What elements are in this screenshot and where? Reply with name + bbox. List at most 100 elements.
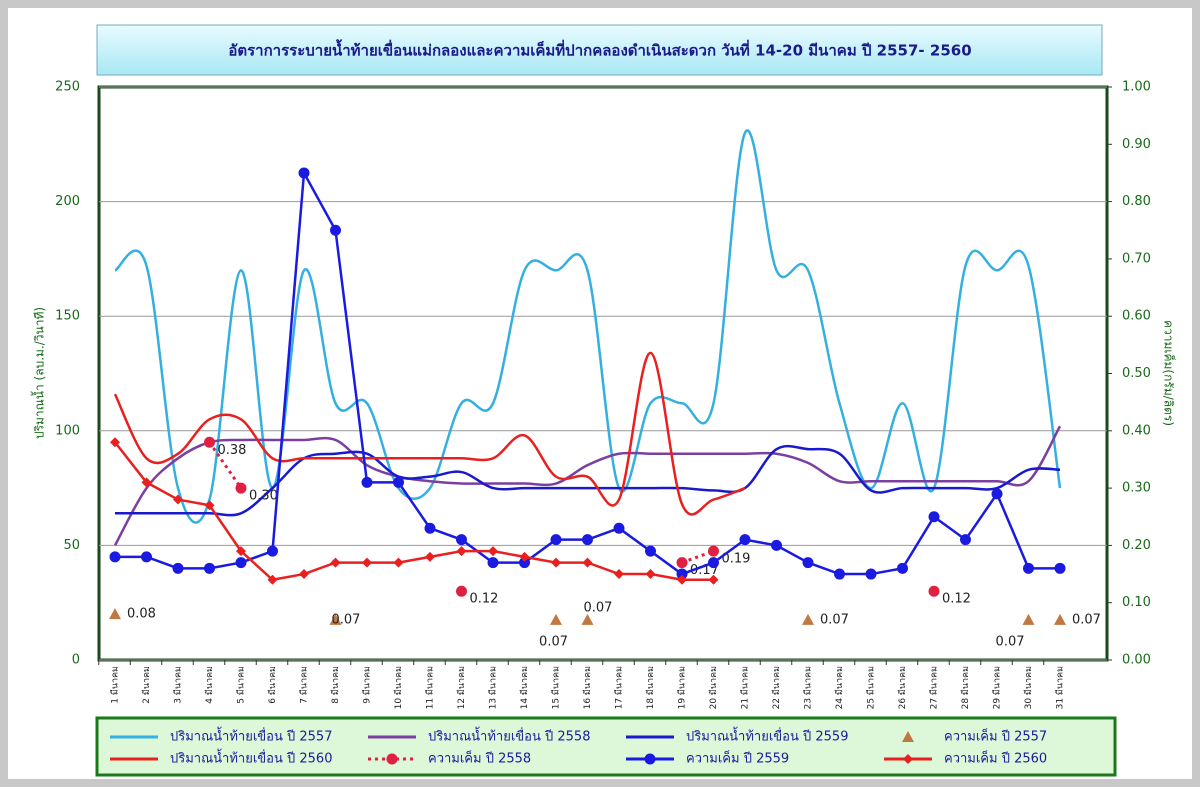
salinity-point (299, 569, 309, 580)
salinity-point (488, 546, 498, 557)
salinity-point (834, 568, 845, 580)
x-tick-label: 27 มีนาคม (929, 666, 940, 709)
y-tick-label: 200 (55, 194, 80, 209)
data-label: 0.07 (1072, 612, 1101, 627)
salinity-point (172, 562, 184, 574)
x-tick-label: 18 มีนาคม (645, 666, 656, 709)
salinity-point (519, 551, 530, 562)
series-line (681, 549, 715, 564)
salinity-point (235, 482, 247, 494)
salinity-point (330, 224, 341, 236)
y2-tick-label: 0.60 (1122, 309, 1151, 324)
y2-tick-label: 0.00 (1122, 653, 1151, 668)
salinity-point (109, 608, 121, 620)
x-tick-label: 19 มีนาคม (677, 666, 688, 709)
x-tick-label: 24 มีนาคม (834, 666, 845, 709)
x-tick-label: 23 มีนาคม (803, 666, 814, 709)
salinity-point (456, 585, 467, 597)
salinity-point (267, 574, 278, 585)
series-line (208, 441, 243, 489)
salinity-point (1022, 613, 1035, 625)
salinity-point (487, 557, 499, 569)
legend-marker (644, 753, 656, 765)
salinity-point (393, 476, 404, 488)
legend-marker (386, 753, 398, 765)
x-tick-label: 5 มีนาคม (236, 666, 247, 704)
data-label: 0.07 (539, 634, 568, 649)
salinity-point (456, 546, 467, 557)
legend-label: ความเค็ม ปี 2557 (944, 727, 1047, 745)
data-label: 0.12 (470, 592, 499, 607)
x-tick-label: 22 มีนาคม (771, 666, 782, 709)
x-tick-label: 7 มีนาคม (299, 666, 310, 704)
data-label: 0.12 (942, 592, 971, 607)
salinity-point (141, 551, 152, 563)
salinity-point (1023, 562, 1034, 574)
salinity-point (582, 557, 593, 568)
x-tick-label: 9 มีนาคม (362, 666, 373, 704)
legend-label: ความเค็ม ปี 2559 (686, 749, 789, 767)
salinity-point (456, 534, 467, 546)
salinity-point (109, 551, 121, 563)
chart-title: อัตราการระบายน้ำท้ายเขื่อนแม่กลองและความ… (228, 39, 971, 60)
x-tick-label: 28 มีนาคม (960, 666, 971, 709)
salinity-point (362, 557, 372, 568)
legend-label: ปริมาณน้ำท้ายเขื่อน ปี 2557 (170, 727, 332, 745)
salinity-point (960, 534, 971, 546)
salinity-point (676, 557, 688, 569)
legend-label: ความเค็ม ปี 2558 (428, 749, 531, 767)
x-tick-label: 31 มีนาคม (1055, 666, 1066, 709)
salinity-point (991, 488, 1003, 500)
data-label: 0.19 (722, 552, 751, 567)
salinity-point (236, 546, 246, 557)
salinity-point (582, 534, 593, 546)
x-tick-label: 1 มีนาคม (110, 666, 121, 704)
salinity-point (173, 494, 183, 505)
y-tick-label: 250 (55, 80, 80, 95)
y-tick-label: 0 (72, 653, 80, 668)
legend-label: ปริมาณน้ำท้ายเขื่อน ปี 2560 (170, 749, 332, 767)
data-label: 0.08 (127, 607, 156, 622)
x-tick-label: 26 มีนาคม (897, 666, 908, 709)
salinity-point (613, 522, 625, 534)
salinity-point (677, 574, 687, 585)
salinity-point (739, 534, 751, 546)
y2-tick-label: 0.80 (1122, 194, 1151, 209)
salinity-point (204, 436, 215, 448)
x-tick-label: 25 มีนาคม (866, 666, 877, 709)
x-tick-label: 8 มีนาคม (330, 666, 341, 704)
salinity-point (802, 557, 814, 569)
legend-label: ความเค็ม ปี 2560 (944, 749, 1047, 767)
x-tick-label: 30 มีนาคม (1023, 666, 1034, 709)
title-box (96, 24, 1103, 76)
x-tick-label: 2 มีนาคม (141, 666, 152, 704)
y2-tick-label: 0.10 (1122, 595, 1151, 610)
salinity-point (329, 613, 342, 625)
salinity-point (551, 557, 561, 568)
salinity-point (897, 562, 908, 574)
salinity-point (110, 437, 120, 448)
series-line (114, 441, 714, 582)
legend-marker (903, 754, 913, 764)
y-tick-label: 100 (55, 423, 80, 438)
salinity-point (771, 539, 782, 551)
salinity-point (928, 511, 940, 523)
series-line (115, 444, 1061, 517)
y-tick-label: 150 (55, 309, 80, 324)
legend-marker (902, 731, 914, 742)
salinity-point (550, 613, 562, 625)
salinity-point (928, 585, 940, 597)
y2-tick-label: 0.90 (1122, 137, 1151, 152)
y-axis-label: ปริมาณน้ำ (ลบ.ม./วินาที) (31, 307, 47, 439)
series-line (113, 351, 746, 516)
y-tick-label: 50 (63, 538, 80, 553)
salinity-point (519, 557, 530, 569)
y2-tick-label: 0.30 (1122, 481, 1151, 496)
data-label: 0.07 (996, 634, 1025, 649)
salinity-point (550, 534, 562, 546)
y2-tick-label: 0.20 (1122, 538, 1151, 553)
legend-label: ปริมาณน้ำท้ายเขื่อน ปี 2559 (686, 727, 848, 745)
data-label: 0.07 (584, 600, 613, 615)
x-tick-label: 12 มีนาคม (456, 666, 467, 709)
